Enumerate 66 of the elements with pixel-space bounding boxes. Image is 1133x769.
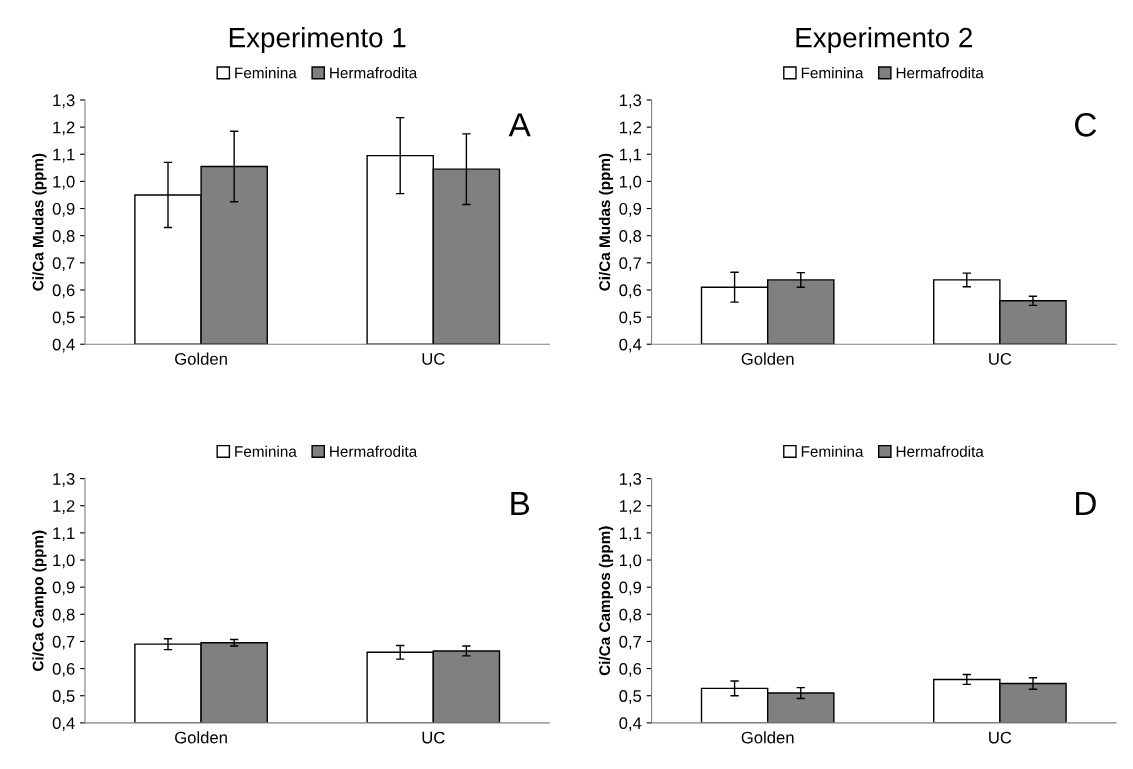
y-tick-label: 0,6: [52, 284, 75, 299]
annotation: A: [508, 113, 531, 137]
y-tick-label: 1,0: [53, 175, 75, 190]
y-tick-label: 1,2: [619, 121, 642, 136]
legend-label: Hermafrodita: [330, 445, 418, 457]
legend-label: Feminina: [235, 445, 297, 457]
annotation: B: [511, 492, 530, 515]
y-tick-label: 0,5: [52, 690, 75, 704]
y-tick-label: 0,9: [619, 581, 642, 596]
y-tick-label: 1,1: [53, 148, 75, 163]
y-tick-label: 0,8: [52, 230, 75, 244]
y-tick-label: 0,9: [619, 202, 642, 217]
y-tick-label: 0,8: [619, 608, 642, 623]
x-tick-label: UC: [989, 353, 1012, 365]
y-tick-label: 0,5: [619, 690, 642, 704]
y-axis-title: Ci/Ca Campo (ppm): [32, 530, 47, 671]
legend-label: Hermafrodita: [330, 67, 418, 79]
y-tick-label: 0,6: [52, 662, 75, 677]
x-tick-label: Golden: [175, 352, 227, 365]
y-tick-label: 0,9: [52, 581, 75, 596]
y-tick-label: 1,0: [619, 554, 642, 569]
y-tick-label: 0,5: [619, 311, 642, 326]
y-tick-label: 0,4: [619, 717, 642, 732]
x-tick-label: Golden: [741, 352, 794, 365]
y-tick-label: 1,2: [53, 500, 75, 514]
y-tick-label: 1,1: [619, 527, 642, 542]
annotation: D: [1076, 492, 1096, 515]
y-tick-label: 0,8: [619, 230, 642, 244]
y-tick-label: 0,4: [52, 717, 75, 732]
y-tick-label: 1,3: [53, 94, 75, 109]
y-axis-title: Ci/Ca Mudas (ppm): [32, 153, 47, 291]
y-axis-title: Ci/Ca Campos (ppm): [598, 526, 614, 676]
y-tick-label: 1,2: [53, 121, 75, 136]
legend-label: Hermafrodita: [896, 67, 984, 79]
y-tick-label: 1,1: [53, 527, 75, 542]
annotation: C: [1075, 113, 1097, 137]
y-tick-label: 1,3: [619, 472, 642, 487]
y-tick-label: 0,4: [619, 338, 642, 353]
chart-title: Experimento 2: [796, 27, 972, 53]
legend-label: Feminina: [235, 67, 297, 79]
y-tick-label: 0,6: [619, 284, 642, 299]
y-tick-label: 0,7: [619, 257, 642, 271]
chart-title: Experimento 1: [229, 27, 406, 53]
y-tick-label: 1,3: [53, 472, 75, 487]
y-tick-label: 1,2: [619, 500, 642, 514]
x-tick-label: UC: [989, 731, 1012, 744]
y-tick-label: 0,7: [52, 635, 75, 650]
y-tick-label: 0,7: [52, 257, 75, 271]
x-tick-label: Golden: [741, 731, 794, 744]
y-tick-label: 0,5: [52, 311, 75, 326]
y-tick-label: 1,3: [619, 94, 642, 109]
x-tick-label: UC: [422, 731, 445, 744]
y-axis-title: Ci/Ca Mudas (ppm): [598, 153, 614, 291]
y-tick-label: 1,0: [619, 175, 642, 190]
y-tick-label: 0,7: [619, 635, 642, 650]
legend-label: Feminina: [801, 67, 864, 79]
y-tick-label: 0,8: [52, 608, 75, 623]
y-tick-label: 0,6: [619, 662, 642, 677]
legend-label: Hermafrodita: [896, 445, 984, 457]
y-tick-label: 1,1: [619, 148, 642, 163]
y-tick-label: 1,0: [53, 554, 75, 569]
x-tick-label: Golden: [175, 731, 227, 744]
y-tick-label: 0,4: [52, 338, 75, 353]
y-tick-label: 0,9: [52, 202, 75, 217]
x-tick-label: UC: [422, 353, 445, 365]
legend-label: Feminina: [801, 445, 864, 457]
